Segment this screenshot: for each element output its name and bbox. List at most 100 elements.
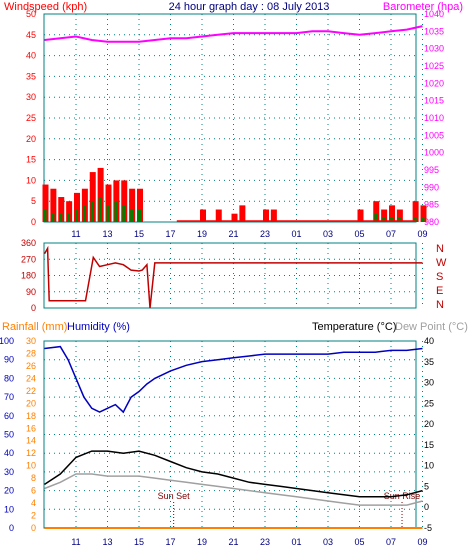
wind-average-bar — [382, 217, 386, 222]
wind-gust-bar — [200, 209, 206, 222]
temperature-axis-label: Temperature (°C) — [312, 321, 396, 333]
x-tick-label: 03 — [323, 537, 333, 547]
compass-label: N — [436, 299, 444, 311]
x-tick-label: 23 — [260, 537, 270, 547]
temperature-tick-label: 15 — [424, 440, 434, 450]
direction-line — [43, 245, 423, 309]
windspeed-tick-label: 20 — [26, 134, 36, 144]
x-tick-label: 19 — [197, 537, 207, 547]
wind-average-bar — [43, 209, 47, 222]
direction-tick-label: 0 — [31, 303, 36, 313]
windspeed-tick-label: 30 — [26, 92, 36, 102]
wind-gust-bar — [396, 209, 403, 222]
barometer-tick-label: 1040 — [424, 9, 444, 19]
wind-average-bar — [82, 205, 86, 222]
barometer-tick-label: 1030 — [424, 44, 444, 54]
x-tick-label: 17 — [165, 537, 175, 547]
humidity-axis-label: Humidity (%) — [67, 321, 130, 333]
x-tick-label: 17 — [165, 229, 175, 239]
wind-gust-bar — [263, 209, 269, 222]
humidity-tick-label: 30 — [4, 467, 14, 477]
x-tick-label: 11 — [71, 537, 80, 547]
x-tick-label: 19 — [197, 229, 207, 239]
x-tick-label: 07 — [386, 537, 396, 547]
humidity-line — [44, 345, 423, 414]
wind-gust-bar — [270, 209, 277, 222]
windspeed-tick-label: 25 — [26, 113, 36, 123]
compass-label: E — [436, 285, 443, 297]
barometer-tick-label: 980 — [424, 217, 439, 227]
x-tick-label: 15 — [134, 229, 144, 239]
x-tick-label: 07 — [386, 229, 396, 239]
barometer-tick-label: 1000 — [424, 148, 444, 158]
wind-average-bar — [114, 201, 118, 222]
wind-gust-bar — [89, 172, 96, 222]
compass-label: N — [436, 243, 444, 255]
rainfall-tick-label: 30 — [26, 336, 36, 346]
windspeed-tick-label: 40 — [26, 51, 36, 61]
x-tick-label: 05 — [354, 229, 364, 239]
barometer-tick-label: 1015 — [424, 96, 444, 106]
windspeed-tick-label: 5 — [31, 196, 36, 206]
humidity-tick-label: 50 — [4, 430, 14, 440]
wind-gust-bar — [373, 201, 380, 222]
wind-average-bar — [390, 217, 393, 222]
wind-average-bar — [98, 197, 102, 222]
wind-gust-bar — [105, 184, 112, 222]
barometer-tick-label: 1025 — [424, 61, 444, 71]
wind-gust-bar — [121, 180, 128, 222]
chart-title: 24 hour graph day : 08 July 2013 — [169, 1, 330, 13]
windspeed-tick-label: 0 — [31, 217, 36, 227]
wind-gust-bar — [74, 192, 80, 222]
rainfall-tick-label: 6 — [31, 486, 36, 496]
temperature-tick-label: -5 — [424, 523, 432, 533]
barometer-tick-label: 1005 — [424, 130, 444, 140]
x-tick-label: 09 — [417, 229, 427, 239]
temperature-tick-label: 20 — [424, 419, 434, 429]
wind-gust-bar — [215, 209, 222, 222]
x-tick-label: 11 — [71, 229, 80, 239]
rainfall-tick-label: 8 — [31, 473, 36, 483]
rainfall-tick-label: 18 — [26, 411, 36, 421]
humidity-tick-label: 60 — [4, 411, 14, 421]
barometer-line — [44, 25, 423, 43]
direction-tick-label: 180 — [21, 271, 36, 281]
wind-gust-bar — [389, 205, 395, 222]
temperature-line — [44, 450, 423, 498]
x-tick-label: 03 — [323, 229, 333, 239]
temperature-tick-label: 30 — [424, 378, 434, 388]
humidity-tick-label: 10 — [4, 504, 14, 514]
x-tick-label: 13 — [102, 537, 112, 547]
temperature-tick-label: 35 — [424, 357, 434, 367]
rainfall-tick-label: 22 — [26, 386, 36, 396]
windspeed-tick-label: 10 — [26, 175, 36, 185]
temperature-tick-label: 5 — [424, 481, 429, 491]
barometer-tick-label: 990 — [424, 182, 439, 192]
humidity-tick-label: 0 — [9, 523, 14, 533]
dewpoint-line — [44, 473, 423, 506]
wind-average-bar — [138, 209, 141, 222]
wind-gust-bar — [42, 184, 49, 222]
temperature-tick-label: 10 — [424, 461, 434, 471]
compass-label: S — [436, 271, 443, 283]
rainfall-tick-label: 4 — [31, 498, 36, 508]
wind-gust-bar — [420, 205, 427, 222]
x-tick-label: 01 — [291, 537, 301, 547]
wind-average-bar — [122, 205, 126, 222]
wind-gust-bar — [129, 188, 136, 222]
x-tick-label: 21 — [228, 229, 238, 239]
windspeed-axis-label: Windspeed (kph) — [4, 1, 87, 13]
x-tick-label: 01 — [291, 229, 301, 239]
wind-average-bar — [397, 217, 401, 222]
compass-label: W — [436, 257, 447, 269]
temperature-tick-label: 40 — [424, 336, 434, 346]
wind-average-bar — [59, 213, 63, 222]
wind-average-bar — [90, 201, 94, 222]
rainfall-tick-label: 14 — [26, 436, 36, 446]
wind-average-bar — [75, 209, 78, 222]
humidity-tick-label: 20 — [4, 486, 14, 496]
wind-average-bar — [374, 213, 378, 222]
wind-average-bar — [106, 205, 110, 222]
direction-tick-label: 360 — [21, 238, 36, 248]
